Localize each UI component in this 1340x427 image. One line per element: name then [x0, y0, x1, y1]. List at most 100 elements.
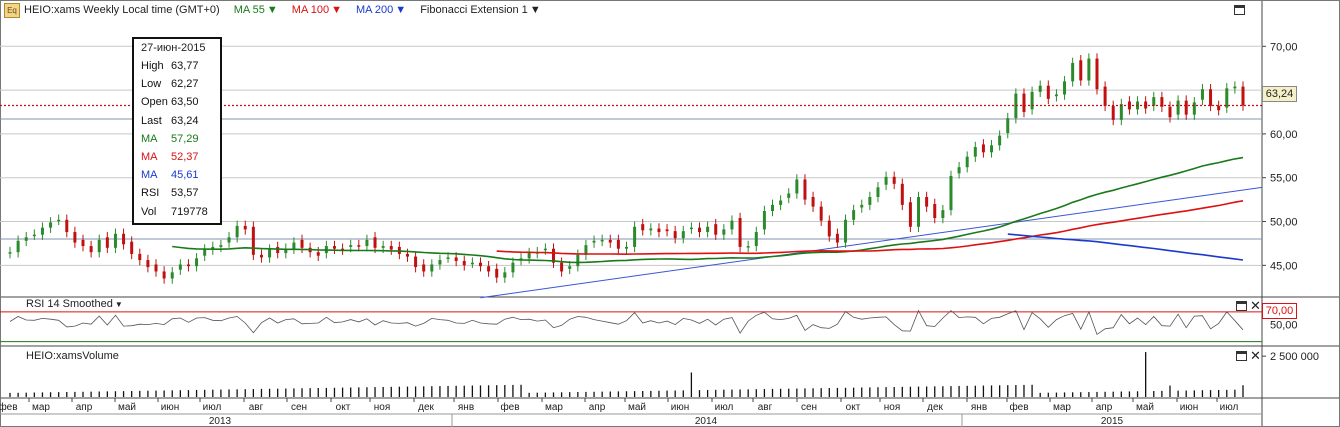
candle-body — [243, 225, 247, 230]
candle-body — [341, 248, 345, 251]
rsi-label: RSI 14 Smoothed — [26, 298, 113, 310]
candle-body — [649, 228, 653, 231]
candle-body — [917, 196, 921, 227]
candle-body — [405, 253, 409, 257]
fibonacci-legend-button[interactable]: Fibonacci Extension 1 ▼ — [420, 4, 541, 16]
data-window-value: 57,29 — [171, 132, 199, 145]
month-label: мар — [1053, 402, 1071, 413]
candle-body — [462, 260, 466, 266]
candle-body — [235, 225, 239, 238]
data-window-row: Low 62,27 — [134, 75, 220, 93]
candle-body — [1014, 93, 1018, 119]
candle-body — [268, 249, 272, 258]
close-icon[interactable]: ✕ — [1250, 298, 1261, 313]
candle-body — [259, 254, 263, 258]
ma55-legend-button[interactable]: MA 55 ▼ — [234, 4, 278, 16]
month-label: мар — [32, 402, 50, 413]
month-label: фев — [0, 401, 18, 413]
candle-body — [495, 268, 499, 278]
rsi-panel-title[interactable]: RSI 14 Smoothed ▼ — [26, 298, 123, 310]
month-label: сен — [291, 402, 307, 413]
data-window-key: RSI — [141, 187, 160, 200]
candle-body — [1168, 106, 1172, 118]
candle-body — [381, 246, 385, 248]
candle-body — [154, 264, 158, 272]
candle-body — [1176, 100, 1180, 115]
candle-body — [1184, 100, 1188, 115]
candle-body — [1079, 60, 1083, 81]
candle-body — [908, 202, 912, 227]
candle-body — [1095, 58, 1099, 90]
price-tick-label: 60,00 — [1270, 129, 1298, 141]
candle-body — [316, 252, 320, 256]
candle-body — [130, 241, 134, 254]
candle-body — [608, 239, 612, 243]
data-window-row: Last 63,24 — [134, 112, 220, 130]
candle-body — [300, 239, 304, 248]
candle-body — [89, 246, 93, 253]
rsi-tick-label: 50,00 — [1270, 320, 1298, 332]
app-logo: Eq — [4, 3, 20, 18]
candle-body — [730, 220, 734, 230]
candle-body — [195, 258, 199, 267]
candle-body — [1030, 91, 1034, 110]
candle-body — [478, 262, 482, 267]
ma200-legend-button[interactable]: MA 200 ▼ — [356, 4, 406, 16]
candle-body — [414, 256, 418, 268]
data-window-value: 719778 — [171, 205, 208, 218]
candle-body — [884, 176, 888, 185]
maximize-icon[interactable] — [1236, 351, 1247, 361]
month-label: апр — [76, 402, 93, 413]
maximize-icon[interactable] — [1236, 301, 1247, 311]
candle-body — [511, 262, 515, 273]
month-label: май — [118, 402, 136, 413]
candle-body — [8, 252, 12, 254]
candle-body — [1054, 94, 1058, 97]
candle-body — [981, 144, 985, 153]
month-label: ноя — [374, 402, 391, 413]
candle-body — [438, 260, 442, 265]
candle-body — [1087, 58, 1091, 81]
candle-body — [349, 245, 353, 247]
price-tick-label: 50,00 — [1270, 217, 1298, 229]
candle-body — [1103, 86, 1107, 106]
candle-body — [1038, 85, 1042, 92]
candle-body — [219, 245, 223, 247]
candle-body — [357, 245, 361, 247]
candle-body — [146, 260, 150, 268]
data-window-value: 62,27 — [171, 78, 199, 91]
candle-body — [211, 246, 215, 250]
month-label: окт — [846, 402, 861, 413]
data-window-row: MA 45,61 — [134, 166, 220, 184]
ma100-legend-button[interactable]: MA 100 ▼ — [292, 4, 342, 16]
price-tick-label: 70,00 — [1270, 41, 1298, 53]
month-label: ноя — [884, 402, 901, 413]
candle-body — [641, 224, 645, 231]
chevron-down-icon: ▼ — [529, 4, 541, 16]
chart-title: HEIO:xams Weekly Local time (GMT+0) — [24, 4, 220, 16]
candle-body — [925, 196, 929, 207]
data-window-key: MA — [141, 151, 158, 164]
candle-body — [827, 220, 831, 237]
candle-body — [965, 156, 969, 168]
candle-body — [24, 237, 28, 241]
close-icon[interactable]: ✕ — [1250, 348, 1261, 363]
candle-body — [568, 266, 572, 269]
month-label: дек — [418, 402, 434, 413]
candle-body — [503, 272, 507, 278]
chevron-down-icon: ▼ — [395, 4, 407, 16]
candle-body — [105, 237, 109, 248]
ma100-line — [496, 200, 1244, 256]
candle-body — [754, 232, 758, 247]
ma200-line — [1007, 233, 1244, 261]
candle-body — [162, 271, 166, 279]
month-label: дек — [927, 402, 943, 413]
candle-body — [170, 272, 174, 279]
candle-body — [957, 167, 961, 174]
candle-body — [1225, 88, 1229, 108]
candle-body — [1200, 89, 1204, 100]
maximize-icon[interactable] — [1234, 5, 1245, 15]
ma100-label: MA 100 — [291, 4, 330, 16]
month-label: мар — [545, 402, 563, 413]
candle-body — [227, 237, 231, 243]
